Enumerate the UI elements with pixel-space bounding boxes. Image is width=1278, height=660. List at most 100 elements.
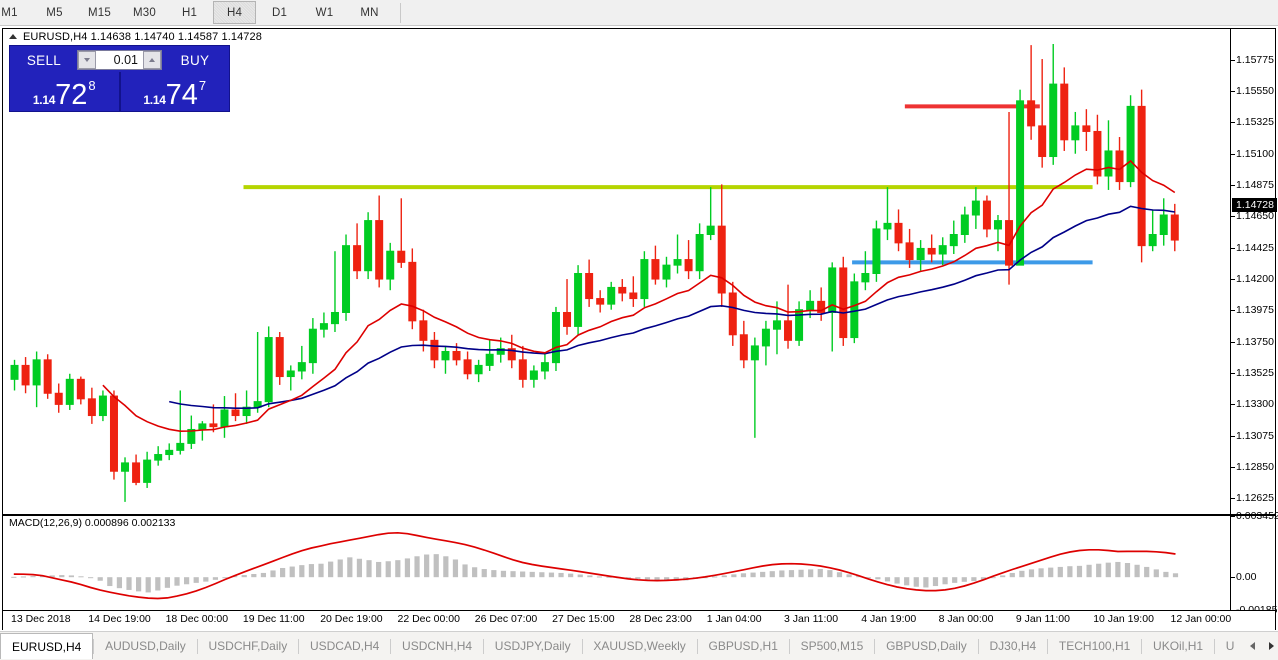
buy-price-fraction: 7 <box>198 78 207 93</box>
macd-histogram-bar <box>971 577 977 582</box>
candle-body <box>242 406 251 417</box>
candle-body <box>496 348 505 355</box>
chart-tab-usdcnh-h4[interactable]: USDCNH,H4 <box>402 639 473 653</box>
price-tick <box>1231 59 1235 61</box>
macd-histogram-bar <box>510 571 516 578</box>
macd-histogram-bar <box>20 576 27 578</box>
macd-histogram-bar <box>366 560 372 578</box>
macd-histogram-bar <box>59 575 65 578</box>
price-scale-label: 1.15550 <box>1236 85 1274 98</box>
trade-panel-prices: 1.14 72 8 1.14 74 7 <box>10 72 229 111</box>
timeframe-m5[interactable]: M5 <box>46 6 63 19</box>
macd-histogram-bar <box>385 561 391 578</box>
candle-body <box>87 398 96 417</box>
chart-tab-usdjpy-daily[interactable]: USDJPY,Daily <box>494 639 571 653</box>
candle-body <box>176 442 185 451</box>
macd-histogram-bar <box>827 570 833 578</box>
timeframe-m1[interactable]: M1 <box>1 6 18 19</box>
candle-body <box>739 334 748 361</box>
macd-histogram-bar <box>740 573 747 578</box>
tab-divider <box>874 638 876 654</box>
price-scale-label: 1.13975 <box>1236 304 1274 317</box>
buy-button[interactable]: 1.14 74 7 <box>118 72 230 111</box>
time-scale[interactable]: 13 Dec 2018 14 Dec 19:00 18 Dec 00:00 19 De… <box>2 611 1276 630</box>
timeframe-mn[interactable]: MN <box>360 6 379 19</box>
volume-increase-button[interactable] <box>143 51 161 69</box>
candle-body <box>132 462 141 483</box>
tab-divider <box>788 638 790 654</box>
macd-histogram-bar <box>203 577 209 582</box>
macd-histogram-bar <box>136 577 142 592</box>
price-scale-label: 1.15100 <box>1236 147 1274 160</box>
chart-tab-gbpusd-h1[interactable]: GBPUSD,H1 <box>708 639 778 653</box>
price-scale-label: 1.13750 <box>1236 335 1274 348</box>
chart-tab-u[interactable]: U <box>1225 639 1235 653</box>
tab-scroll-left-icon[interactable] <box>1245 635 1258 657</box>
candle-body <box>98 395 107 417</box>
macd-histogram-bar <box>251 573 257 578</box>
candle-body <box>165 449 174 456</box>
candle-body <box>563 311 572 327</box>
timeframe-m15[interactable]: M15 <box>88 6 111 19</box>
macd-histogram-bar <box>174 577 180 586</box>
candle-body <box>143 459 152 483</box>
tab-divider <box>93 638 95 654</box>
candle-body <box>474 364 483 375</box>
macd-histogram-bar <box>673 577 679 581</box>
macd-plot-area[interactable] <box>3 516 1230 610</box>
macd-histogram-bar <box>433 554 439 578</box>
current-price-tag: 1.14728 <box>1232 197 1277 212</box>
price-plot-area[interactable] <box>3 44 1230 514</box>
macd-histogram-bar <box>68 575 75 578</box>
sell-button[interactable]: 1.14 72 8 <box>10 72 119 111</box>
chart-tab-gbpusd-daily[interactable]: GBPUSD,Daily <box>886 639 967 653</box>
chart-tab-dj30-h4[interactable]: DJ30,H4 <box>989 639 1037 653</box>
time-scale-label: 3 Jan 11:00 <box>784 613 839 625</box>
sell-price-main: 72 <box>55 79 88 111</box>
candle-body <box>21 364 30 386</box>
candle-body <box>209 423 218 428</box>
macd-histogram-bar <box>760 571 766 578</box>
time-scale-label: 20 Dec 19:00 <box>320 613 383 625</box>
candle-body <box>375 220 384 280</box>
price-tick <box>1231 122 1235 124</box>
chart-tab-tech100-h1[interactable]: TECH100,H1 <box>1058 639 1131 653</box>
candle-body <box>109 395 118 472</box>
collapse-triangle-icon[interactable] <box>9 34 17 39</box>
price-scale[interactable]: 1.15775 1.15550 1.15325 1.15100 1.14875 1.146… <box>1230 29 1278 616</box>
candle-body <box>949 234 958 247</box>
candle-body <box>872 228 881 274</box>
timeframe-m30[interactable]: M30 <box>133 6 156 19</box>
chart-tab-audusd-daily[interactable]: AUDUSD,Daily <box>105 639 186 653</box>
one-click-trade-panel: SELL 0.01 BUY 1.14 72 8 1.14 74 7 <box>9 45 230 112</box>
candle-body <box>220 409 229 428</box>
chart-tab-sp500-m15[interactable]: SP500,M15 <box>800 639 864 653</box>
candle-body <box>1027 100 1036 127</box>
chart-tab-xauusd-weekly[interactable]: XAUUSD,Weekly <box>593 639 686 653</box>
chart-tab-ukoil-h1[interactable]: UKOil,H1 <box>1153 639 1204 653</box>
timeframe-w1[interactable]: W1 <box>315 6 334 19</box>
macd-histogram-bar <box>1057 566 1063 578</box>
timeframe-h4[interactable]: H4 <box>213 1 256 24</box>
volume-stepper[interactable]: 0.01 <box>77 50 162 70</box>
candle-body <box>850 281 859 339</box>
timeframe-h1[interactable]: H1 <box>181 6 198 19</box>
candle-body <box>1082 125 1091 132</box>
macd-histogram-bar <box>500 570 507 578</box>
macd-histogram-bar <box>558 572 564 578</box>
tab-scroll-right-icon[interactable] <box>1265 635 1278 657</box>
volume-decrease-button[interactable] <box>78 51 96 69</box>
timeframe-d1[interactable]: D1 <box>271 6 288 19</box>
volume-input[interactable]: 0.01 <box>113 53 138 67</box>
chart-tab-usdcad-h4[interactable]: USDCAD,H4 <box>309 639 380 653</box>
macd-svg <box>11 531 1179 600</box>
chart-tab-eurusd-h4[interactable]: EURUSD,H4 <box>0 633 94 659</box>
candle-body <box>507 348 516 361</box>
macd-histogram-bar <box>1115 561 1121 578</box>
price-tick <box>1231 91 1235 93</box>
candle-body <box>717 225 726 294</box>
candle-body <box>1016 100 1025 266</box>
chart-tab-usdchf-daily[interactable]: USDCHF,Daily <box>208 639 288 653</box>
price-scale-label: 1.12850 <box>1236 461 1274 474</box>
macd-histogram-bar <box>376 561 382 578</box>
